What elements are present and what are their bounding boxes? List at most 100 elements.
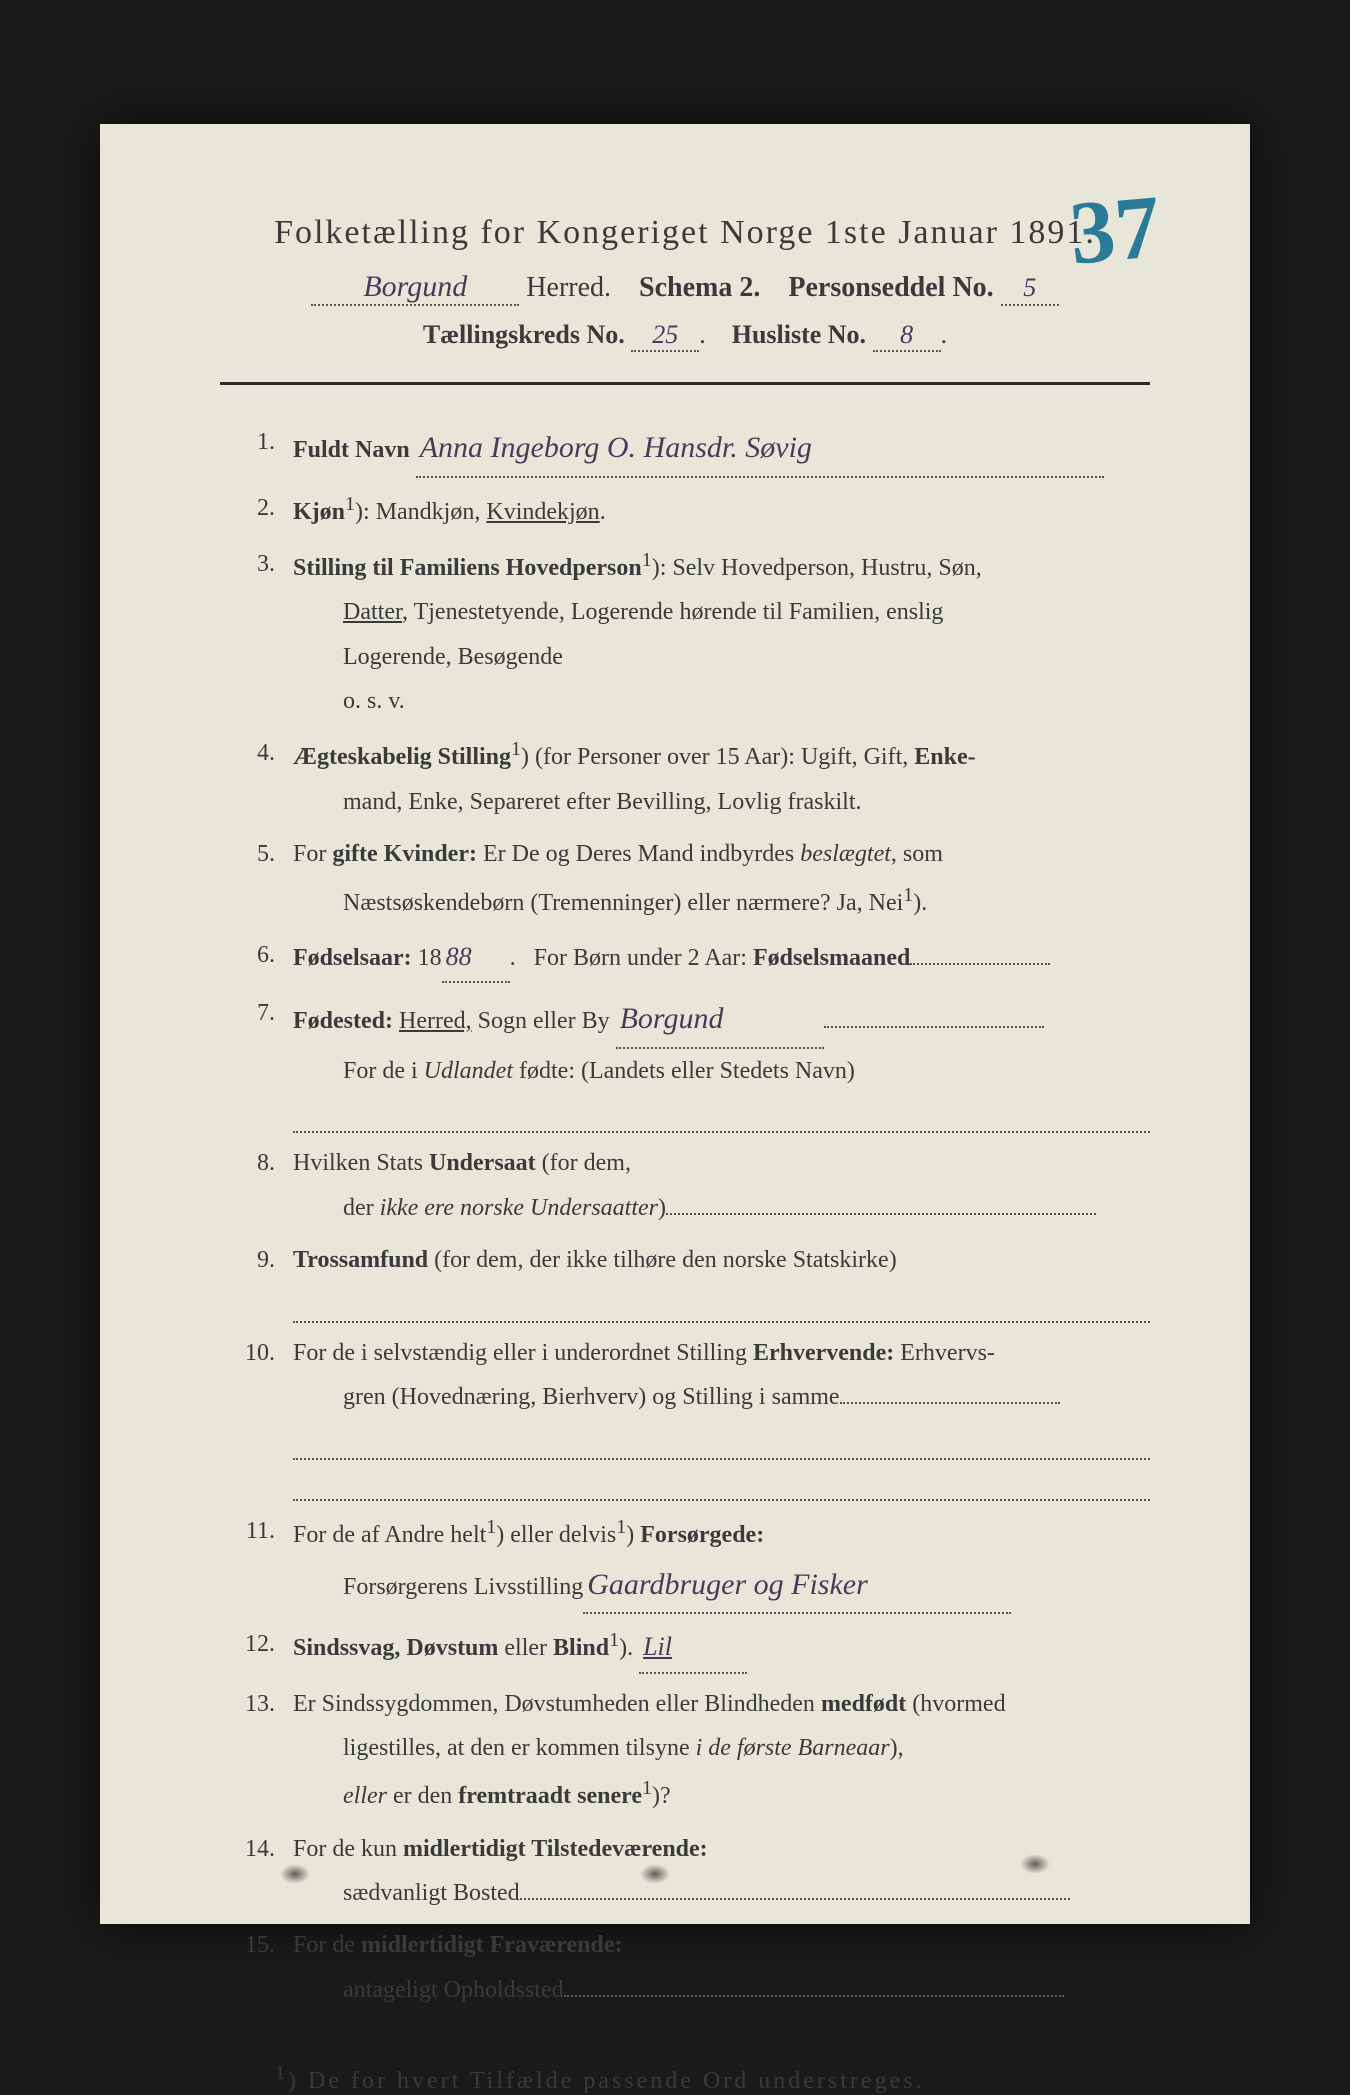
item-11-line2: Forsørgerens Livsstilling bbox=[343, 1574, 583, 1600]
item-14: 14. For de kun midlertidigt Tilstedevære… bbox=[220, 1827, 1150, 1916]
item-8: 8. Hvilken Stats Undersaat (for dem, der… bbox=[220, 1141, 1150, 1230]
item-9: 9. Trossamfund (for dem, der ikke tilhør… bbox=[220, 1238, 1150, 1323]
item-5-text: Er De og Deres Mand indbyrdes bbox=[477, 841, 800, 867]
item-5: 5. For gifte Kvinder: Er De og Deres Man… bbox=[220, 832, 1150, 925]
item-9-text: (for dem, der ikke tilhøre den norske St… bbox=[428, 1247, 897, 1273]
item-3-label: Stilling til Familiens Hovedperson bbox=[293, 555, 642, 581]
item-10-bold: Erhvervende: bbox=[753, 1340, 894, 1366]
item-15-line2: antageligt Opholdssted bbox=[343, 1977, 564, 2003]
item-8-line2-pre: der bbox=[343, 1195, 380, 1221]
item-7-underlined: Herred, bbox=[399, 1008, 472, 1034]
item-15: 15. For de midlertidigt Fraværende: anta… bbox=[220, 1923, 1150, 2012]
item-14-text: For de kun bbox=[293, 1836, 403, 1862]
personseddel-label: Personseddel No. bbox=[788, 272, 993, 303]
item-4-bold: Enke- bbox=[914, 744, 975, 770]
item-3-selected: Datter bbox=[343, 599, 402, 625]
item-13-line3-post: ? bbox=[660, 1783, 671, 1809]
personseddel-value: 5 bbox=[1023, 273, 1036, 302]
item-6-bold2: Fødselsmaaned bbox=[753, 945, 910, 971]
item-8-text: Hvilken Stats bbox=[293, 1150, 429, 1176]
item-6: 6. Fødselsaar: 1888. For Børn under 2 Aa… bbox=[220, 933, 1150, 983]
item-7-line2-ital: Udlandet bbox=[424, 1058, 513, 1084]
item-10: 10. For de i selvstændig eller i underor… bbox=[220, 1331, 1150, 1501]
ink-smudge bbox=[280, 1864, 310, 1884]
item-12-bold: Sindssvag, Døvstum bbox=[293, 1635, 498, 1661]
item-2-selected: Kvindekjøn bbox=[486, 499, 599, 525]
item-9-blank-line bbox=[293, 1283, 1150, 1323]
kreds-value: 25 bbox=[652, 320, 678, 349]
item-13-bold: medfødt bbox=[821, 1691, 906, 1717]
item-7-label: Fødested: bbox=[293, 1008, 393, 1034]
item-12-value: Lil bbox=[643, 1632, 672, 1661]
item-6-label: Fødselsaar: bbox=[293, 945, 412, 971]
item-13-line2-post: ), bbox=[890, 1735, 904, 1761]
item-5-ital: beslægtet bbox=[800, 841, 891, 867]
item-4-paren: (for Personer over 15 Aar): Ugift, Gift, bbox=[535, 744, 914, 770]
item-11-value: Gaardbruger og Fisker bbox=[587, 1568, 868, 1601]
header-line-2: Borgund Herred. Schema 2. Personseddel N… bbox=[220, 270, 1150, 306]
item-8-text2: (for dem, bbox=[536, 1150, 631, 1176]
ink-smudge bbox=[640, 1864, 670, 1884]
item-5-bold: gifte Kvinder: bbox=[332, 841, 477, 867]
item-7-line2-pre: For de i bbox=[343, 1058, 424, 1084]
item-6-year-prefix: 18 bbox=[418, 945, 442, 971]
item-6-text2: For Børn under 2 Aar: bbox=[534, 945, 753, 971]
item-11-bold: Forsørgede: bbox=[640, 1522, 764, 1548]
item-13-text2: (hvormed bbox=[906, 1691, 1005, 1717]
item-5-text2: , som bbox=[891, 841, 943, 867]
item-13: 13. Er Sindssygdommen, Døvstumheden elle… bbox=[220, 1682, 1150, 1819]
item-10-blank-2 bbox=[293, 1460, 1150, 1500]
item-9-bold: Trossamfund bbox=[293, 1247, 428, 1273]
item-6-year-value: 88 bbox=[446, 942, 472, 971]
item-13-line2-pre: ligestilles, at den er kommen tilsyne bbox=[343, 1735, 696, 1761]
schema-label: Schema 2. bbox=[639, 272, 760, 303]
item-7-text: Sogn eller By bbox=[472, 1008, 610, 1034]
footnote: 1) De for hvert Tilfælde passende Ord un… bbox=[220, 2062, 1150, 2095]
item-1-label: Fuldt Navn bbox=[293, 437, 410, 463]
item-12-bold2: Blind bbox=[553, 1635, 609, 1661]
item-3: 3. Stilling til Familiens Hovedperson1):… bbox=[220, 542, 1150, 724]
item-3-line4: o. s. v. bbox=[293, 679, 1150, 723]
item-1-value: Anna Ingeborg O. Hansdr. Søvig bbox=[420, 431, 812, 464]
item-7-line2-post: fødte: (Landets eller Stedets Navn) bbox=[513, 1058, 855, 1084]
herred-value: Borgund bbox=[363, 270, 467, 303]
item-1: 1. Fuldt Navn Anna Ingeborg O. Hansdr. S… bbox=[220, 420, 1150, 478]
item-3-line3: Logerende, Besøgende bbox=[293, 635, 1150, 679]
item-8-line2-ital: ikke ere norske Undersaatter bbox=[380, 1195, 658, 1221]
corner-page-number: 37 bbox=[1066, 175, 1165, 285]
item-5-pre: For bbox=[293, 841, 332, 867]
husliste-label: Husliste No. bbox=[732, 320, 866, 349]
item-11-text: For de af Andre helt bbox=[293, 1522, 486, 1548]
item-4: 4. Ægteskabelig Stilling1) (for Personer… bbox=[220, 731, 1150, 824]
kreds-label: Tællingskreds No. bbox=[423, 320, 625, 349]
item-12: 12. Sindssvag, Døvstum eller Blind1). Li… bbox=[220, 1622, 1150, 1673]
item-12-text: eller bbox=[498, 1635, 553, 1661]
form-title: Folketælling for Kongeriget Norge 1ste J… bbox=[220, 214, 1150, 252]
ink-smudge bbox=[1020, 1854, 1050, 1874]
item-2: 2. Kjøn1): Mandkjøn, Kvindekjøn. bbox=[220, 486, 1150, 534]
item-7-blank-line bbox=[293, 1093, 1150, 1133]
item-15-bold: midlertidigt Fraværende: bbox=[361, 1932, 623, 1958]
item-2-options: Mandkjøn, bbox=[376, 499, 487, 525]
item-10-text2: Erhvervs- bbox=[894, 1340, 995, 1366]
item-13-line3-ital: eller bbox=[343, 1783, 387, 1809]
item-3-line2: , Tjenestetyende, Logerende hørende til … bbox=[402, 599, 943, 625]
item-10-blank-1 bbox=[293, 1420, 1150, 1460]
header-divider bbox=[220, 382, 1150, 385]
item-10-text: For de i selvstændig eller i underordnet… bbox=[293, 1340, 753, 1366]
item-13-line2-ital: i de første Barneaar bbox=[696, 1735, 890, 1761]
footnote-sup: 1 bbox=[275, 2062, 288, 2084]
item-13-text: Er Sindssygdommen, Døvstumheden eller Bl… bbox=[293, 1691, 821, 1717]
footnote-text: ) De for hvert Tilfælde passende Ord und… bbox=[288, 2068, 925, 2094]
item-15-text: For de bbox=[293, 1932, 361, 1958]
census-form-page: 37 Folketælling for Kongeriget Norge 1st… bbox=[100, 124, 1250, 1924]
item-3-line1: Selv Hovedperson, Hustru, Søn, bbox=[672, 555, 981, 581]
item-11: 11. For de af Andre helt1) eller delvis1… bbox=[220, 1509, 1150, 1615]
herred-label: Herred. bbox=[526, 272, 611, 303]
husliste-value: 8 bbox=[900, 320, 913, 349]
item-13-line3-bold: fremtraadt senere bbox=[458, 1783, 642, 1809]
item-2-label: Kjøn bbox=[293, 499, 345, 525]
item-10-line2: gren (Hovednæring, Bierhverv) og Stillin… bbox=[343, 1384, 840, 1410]
item-8-bold: Undersaat bbox=[429, 1150, 536, 1176]
item-14-bold: midlertidigt Tilstedeværende: bbox=[403, 1836, 708, 1862]
